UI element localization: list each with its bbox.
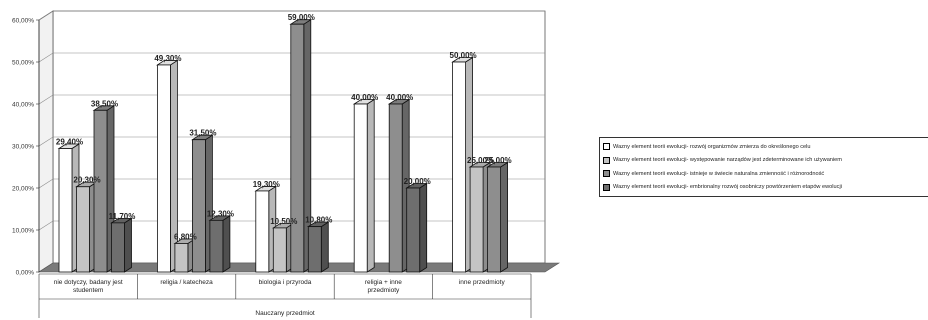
legend-item: Wazny element teorii ewolucji- istnieje … [603, 167, 925, 181]
data-label: 25,00% [467, 156, 494, 165]
category-label: religia + inne przedmioty [365, 279, 402, 294]
legend-swatch [603, 156, 610, 164]
data-label: 20,00% [404, 177, 431, 186]
data-label: 10,80% [305, 216, 332, 225]
data-label: 31,50% [189, 129, 216, 138]
bar [468, 161, 492, 273]
gridline [38, 136, 545, 147]
data-label: 12,30% [207, 209, 234, 218]
data-label: 20,30% [73, 176, 100, 185]
data-label: 49,30% [154, 54, 181, 63]
y-tick-label: 10,00% [12, 227, 34, 234]
bar [156, 59, 179, 273]
category-label: biologia i przyroda [259, 279, 312, 286]
bar [208, 215, 232, 273]
data-labels: 29,40% 20,30% 38,50% 11,70% 49,30% 6,80% 31,50… [56, 13, 512, 241]
gridline [38, 178, 545, 189]
data-label: 19,30% [253, 180, 280, 189]
legend: Wazny element teorii ewolucji- rozwój or… [599, 137, 928, 197]
bar [352, 98, 376, 273]
category-label: nie dotyczy, badany jest studentem [54, 279, 123, 294]
category-axis: nie dotyczy, badany jest studentem religia… [38, 273, 532, 318]
y-tick-label: 0,00% [16, 269, 35, 276]
data-label: 40,00% [386, 93, 413, 102]
y-tick-label: 60,00% [12, 17, 34, 24]
bar [75, 181, 98, 273]
bar [254, 185, 278, 273]
gridline [38, 220, 545, 231]
data-label: 29,40% [56, 138, 83, 147]
data-label: 25,00% [485, 156, 512, 165]
legend-item: Wazny element teorii ewolucji- występowa… [603, 154, 925, 168]
legend-swatch [603, 170, 610, 178]
x-axis-title: Nauczany przedmiot [255, 310, 314, 317]
legend-label: Wazny element teorii ewolucji- występowa… [613, 157, 842, 164]
bar [110, 217, 133, 273]
bar [289, 18, 313, 273]
category-label: inne przedmioty [459, 279, 506, 286]
legend-swatch [603, 183, 610, 191]
data-label: 38,50% [91, 99, 118, 108]
gridline [38, 52, 545, 63]
bar [57, 143, 81, 273]
legend-label: Wazny element teorii ewolucji- embrional… [613, 184, 842, 191]
bar [271, 222, 295, 273]
y-axis: 0,00% 10,00% 20,00% 30,00% 40,00% 50,00% 60,00… [12, 17, 40, 276]
legend-label: Wazny element teorii ewolucji- rozwój or… [613, 143, 811, 150]
y-tick-label: 20,00% [12, 185, 34, 192]
legend-label: Wazny element teorii ewolucji- istnieje … [613, 170, 825, 177]
data-label: 59,00% [288, 13, 315, 22]
bar [405, 182, 429, 273]
gridline [38, 10, 545, 21]
data-label: 10,50% [270, 217, 297, 226]
data-label: 50,00% [450, 51, 477, 60]
y-tick-label: 50,00% [12, 59, 34, 66]
data-label: 40,00% [351, 93, 378, 102]
bar [306, 221, 330, 273]
y-tick-label: 30,00% [12, 143, 34, 150]
bar [191, 134, 214, 273]
bars [57, 18, 509, 273]
category-label: religia / katecheza [160, 279, 213, 286]
data-label: 6,80% [174, 232, 197, 241]
bar [486, 161, 509, 273]
bar [173, 238, 197, 273]
y-tick-label: 40,00% [12, 101, 34, 108]
gridline [38, 94, 545, 105]
legend-swatch [603, 143, 610, 151]
legend-item: Wazny element teorii ewolucji- rozwój or… [603, 140, 925, 154]
legend-item: Wazny element teorii ewolucji- embrional… [603, 181, 925, 195]
bar [92, 105, 116, 273]
data-label: 11,70% [109, 212, 136, 221]
